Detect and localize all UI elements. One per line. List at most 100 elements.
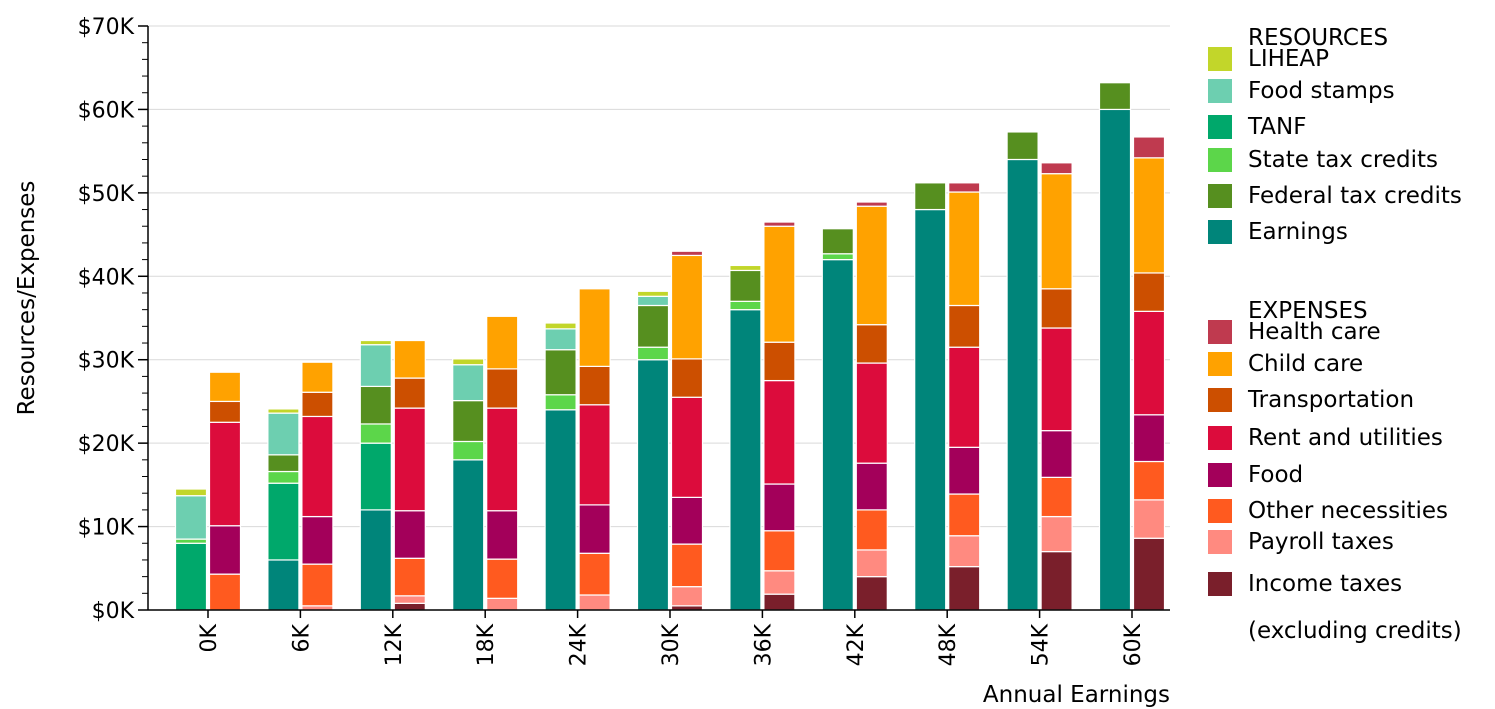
bar-segment	[1040, 162, 1073, 175]
y-axis-title: Resources/Expenses	[14, 181, 40, 416]
bar-segment	[544, 409, 577, 611]
bar-segment	[636, 359, 670, 611]
bar-segment	[948, 191, 981, 307]
y-tick-label: $50K	[78, 182, 135, 207]
x-tick-label: 30K	[659, 623, 684, 666]
bar-segment	[914, 182, 947, 211]
bar-segment	[1132, 537, 1166, 611]
bar-segment	[763, 221, 796, 227]
x-tick-label: 24K	[567, 623, 592, 666]
x-tick-label: 0K	[197, 623, 222, 652]
bar-segment	[486, 368, 519, 409]
bar-segment	[636, 290, 670, 297]
legend-swatch	[1208, 463, 1232, 487]
legend-label: Transportation	[1247, 387, 1414, 413]
bar-segment	[914, 208, 947, 611]
legend-label: State tax credits	[1248, 147, 1438, 173]
bar-segment	[267, 470, 300, 484]
y-tick-label: $0K	[92, 599, 135, 624]
y-tick-label: $10K	[78, 516, 135, 541]
bar-segment	[393, 407, 426, 512]
legend-label: Food	[1248, 462, 1303, 488]
bar-segment	[948, 182, 981, 193]
bar-segment	[1132, 157, 1166, 274]
legend-swatch	[1208, 115, 1232, 139]
legend-label: Child care	[1248, 351, 1363, 377]
bar-segment	[1040, 550, 1073, 611]
legend-swatch	[1208, 79, 1232, 103]
bar-segment	[1040, 327, 1073, 432]
bar-segment	[855, 462, 888, 511]
bar-segment	[670, 254, 704, 360]
legend-label: Income taxes	[1248, 571, 1402, 597]
y-tick-label: $30K	[78, 349, 135, 374]
bar-segment	[393, 595, 426, 604]
bar-segment	[359, 423, 392, 444]
bar-segment	[729, 309, 762, 611]
bar-segment	[359, 339, 392, 346]
bar-segment	[1040, 173, 1073, 290]
legend-label: Food stamps	[1248, 78, 1395, 104]
bar-segment	[393, 602, 426, 611]
x-tick-label: 18K	[474, 623, 499, 666]
x-tick-label: 48K	[936, 623, 961, 666]
bar-segment	[821, 253, 854, 261]
bar-segment	[821, 228, 854, 255]
bar-segment	[452, 399, 485, 443]
legend-label: Payroll taxes	[1248, 529, 1394, 555]
legend-swatch	[1208, 426, 1232, 450]
legend-swatch	[1208, 184, 1232, 208]
bar-segment	[301, 415, 334, 518]
bar-segment	[544, 328, 577, 351]
bar-segment	[544, 322, 577, 330]
bar-segment	[1132, 414, 1166, 463]
bar-segment	[729, 264, 762, 272]
bar-segment	[670, 358, 704, 398]
legend-swatch	[1208, 220, 1232, 244]
bar-segment	[578, 288, 611, 367]
legend: RESOURCES EXPENSES (excluding credits) L…	[1208, 25, 1462, 644]
bar-segment	[1006, 158, 1039, 611]
bar-segment	[855, 324, 888, 364]
bar-segment	[267, 408, 300, 414]
bar-segment	[855, 362, 888, 464]
bar-segment	[359, 385, 392, 425]
legend-label: LIHEAP	[1248, 46, 1329, 72]
x-tick-label: 42K	[844, 623, 869, 666]
bar-segment	[208, 421, 242, 527]
bar-segment	[1132, 310, 1166, 416]
bar-segment	[301, 391, 334, 418]
y-tick-label: $60K	[78, 98, 135, 123]
legend-swatch	[1208, 388, 1232, 412]
bar-segment	[578, 594, 611, 611]
bar-segment	[763, 379, 796, 485]
legend-label: TANF	[1247, 114, 1306, 140]
bar-segment	[393, 557, 426, 597]
x-tick-label: 54K	[1029, 623, 1054, 666]
bar-segment	[452, 440, 485, 461]
bar-segment	[578, 552, 611, 596]
legend-swatch	[1208, 530, 1232, 554]
bar-segment	[174, 542, 208, 611]
bar-segment	[855, 205, 888, 326]
bar-segment	[208, 400, 242, 423]
bar-segment	[578, 504, 611, 554]
bar-segment	[267, 412, 300, 456]
legend-heading-resources: RESOURCES	[1248, 25, 1388, 51]
legend-swatch	[1208, 148, 1232, 172]
bar-segment	[763, 225, 796, 343]
bar-segment	[544, 349, 577, 396]
bar-segment	[301, 515, 334, 565]
bar-segment	[267, 559, 300, 611]
bar-segment	[174, 488, 208, 497]
bar-segment	[208, 371, 242, 403]
bar-segment	[729, 300, 762, 311]
bar-segment	[544, 394, 577, 411]
bar-segment	[578, 404, 611, 506]
axes: Resources/Expenses Annual Earnings $0K $1…	[14, 15, 1170, 708]
bar-segment	[1040, 515, 1073, 553]
bar-segment	[1040, 476, 1073, 518]
bar-segment	[763, 593, 796, 611]
bar-segment	[208, 525, 242, 575]
